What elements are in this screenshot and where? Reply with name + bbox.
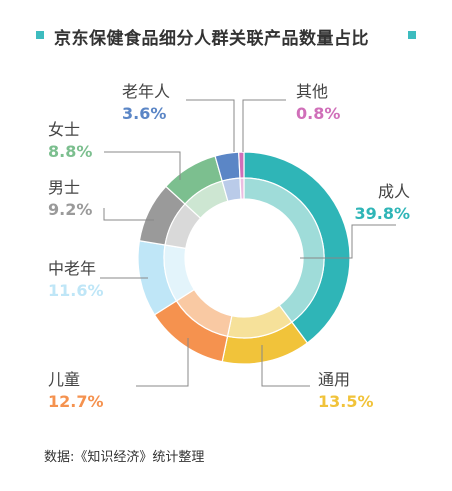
chart-title: 京东保健食品细分人群关联产品数量占比: [54, 29, 369, 49]
slice-6-category-label: 老年人: [122, 82, 170, 101]
slice-0-leader: [300, 224, 396, 259]
slice-labels: 成人 39.8% 通用 13.5% 儿童 12.7% 中老年 11.6% 男士 9.2% 女士 8.8…: [48, 82, 410, 411]
title-row: 京东保健食品细分人群关联产品数量占比: [0, 22, 452, 52]
slice-4-leader: [103, 208, 154, 221]
inner-ring: [163, 177, 325, 339]
slice-7-category-label: 其他: [296, 82, 328, 101]
slice-5-category-label: 女士: [48, 120, 80, 139]
slice-5-leader: [104, 151, 181, 180]
slice-4-value-label: 9.2%: [48, 200, 92, 219]
slice-1-category-label: 通用: [318, 370, 350, 389]
slice-2-category-label: 儿童: [48, 370, 80, 389]
slice-7-inner: [239, 177, 245, 200]
slice-1-leader: [261, 345, 310, 387]
slice-1-value-label: 13.5%: [318, 392, 374, 411]
leader-lines: [100, 99, 396, 387]
source-note: 数据:《知识经济》统计整理: [44, 450, 205, 465]
slice-0-category-label: 成人: [378, 182, 410, 201]
title-square-right-icon: [408, 31, 416, 39]
slice-2-leader: [136, 338, 189, 387]
slice-3-value-label: 11.6%: [48, 281, 104, 300]
slice-7-outer: [238, 151, 245, 179]
slice-2-value-label: 12.7%: [48, 392, 104, 411]
slice-7-value-label: 0.8%: [296, 104, 340, 123]
slice-0-value-label: 39.8%: [354, 204, 410, 223]
slice-3-category-label: 中老年: [48, 259, 96, 278]
slice-6-value-label: 3.6%: [122, 104, 166, 123]
title-square-left-icon: [36, 31, 44, 39]
slice-5-value-label: 8.8%: [48, 142, 92, 161]
slice-4-category-label: 男士: [48, 178, 80, 197]
slice-6-leader: [186, 99, 235, 152]
slice-7-leader: [242, 99, 286, 152]
